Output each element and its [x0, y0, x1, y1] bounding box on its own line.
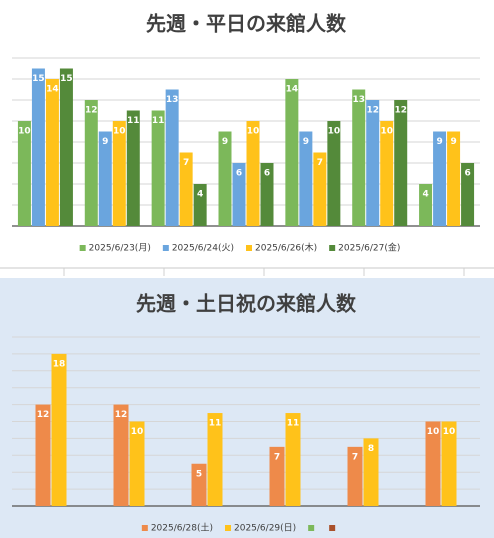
data-label: 10 [247, 127, 260, 137]
data-label: 6 [264, 169, 270, 179]
bar [425, 421, 441, 506]
bar [113, 404, 129, 506]
bar [299, 131, 313, 226]
data-label: 10 [113, 127, 126, 137]
data-label: 7 [183, 158, 189, 168]
data-label: 7 [317, 158, 323, 168]
separator-ticks [63, 268, 465, 276]
bar [366, 100, 380, 226]
data-label: 18 [53, 359, 66, 369]
data-label: 7 [352, 452, 358, 462]
legend-swatch [225, 525, 231, 531]
legend-swatch [79, 245, 86, 251]
data-label: 9 [450, 137, 456, 147]
bar [246, 121, 260, 226]
bar [269, 446, 285, 506]
bar [84, 100, 98, 226]
bar [461, 163, 475, 226]
data-label: 6 [236, 169, 242, 179]
data-label: 12 [37, 410, 50, 420]
bar [35, 404, 51, 506]
bar [31, 68, 45, 226]
bar [394, 100, 408, 226]
data-label: 10 [380, 127, 393, 137]
data-label: 10 [427, 427, 440, 437]
data-label: 14 [286, 85, 299, 95]
data-label: 10 [443, 427, 456, 437]
data-label: 6 [464, 169, 470, 179]
data-label: 10 [18, 127, 31, 137]
legend-label: 2025/6/26(木) [255, 242, 317, 254]
bar [207, 413, 223, 506]
data-label: 14 [46, 85, 59, 95]
chart-title: 先週・平日の来館人数 [146, 12, 347, 36]
bar [327, 121, 341, 226]
bar [347, 446, 363, 506]
data-label: 8 [368, 444, 374, 454]
bar [285, 413, 301, 506]
bar [151, 110, 165, 226]
bar [380, 121, 394, 226]
legend-swatch [329, 525, 336, 531]
bar [191, 463, 207, 506]
legend-swatch [308, 525, 315, 531]
data-label: 12 [394, 106, 407, 116]
bar [129, 421, 145, 506]
data-label: 7 [274, 452, 280, 462]
bar [17, 121, 31, 226]
data-label: 9 [303, 137, 309, 147]
bar [218, 131, 232, 226]
legend-label: 2025/6/27(金) [338, 242, 400, 254]
bar [363, 438, 379, 506]
data-label: 13 [352, 95, 365, 105]
data-label: 15 [60, 74, 73, 84]
bar [352, 89, 366, 226]
data-label: 10 [131, 427, 144, 437]
bar [232, 163, 246, 226]
bar [447, 131, 461, 226]
legend-label: 2025/6/28(土) [151, 522, 213, 534]
bar [59, 68, 73, 226]
data-label: 4 [422, 190, 428, 200]
legend-label: 2025/6/29(日) [234, 523, 296, 534]
legend-label: 2025/6/24(火) [172, 243, 234, 254]
bar [165, 89, 179, 226]
bar [126, 110, 140, 226]
chart-title: 先週・土日祝の来館人数 [136, 292, 357, 316]
legend-swatch [246, 245, 252, 251]
bar [441, 421, 457, 506]
bar [313, 152, 327, 226]
bar [419, 184, 433, 226]
data-label: 12 [85, 106, 98, 116]
bottom-panel [0, 278, 494, 538]
bar [433, 131, 447, 226]
data-label: 15 [32, 74, 45, 84]
data-label: 9 [222, 137, 228, 147]
data-label: 4 [197, 190, 203, 200]
bar [260, 163, 274, 226]
legend-swatch [162, 245, 169, 251]
data-label: 9 [436, 137, 442, 147]
bar [112, 121, 126, 226]
legend-swatch [141, 525, 148, 531]
legend-swatch [329, 245, 336, 251]
data-label: 12 [115, 410, 128, 420]
legend-label: 2025/6/23(月) [89, 243, 151, 254]
data-label: 12 [366, 106, 379, 116]
bar [45, 79, 59, 226]
data-label: 11 [127, 116, 140, 126]
data-label: 5 [196, 469, 202, 479]
bar [285, 79, 299, 226]
data-label: 9 [102, 137, 108, 147]
data-label: 13 [166, 95, 179, 105]
bar [51, 353, 67, 506]
data-label: 11 [287, 419, 300, 429]
bar [193, 184, 207, 226]
data-label: 11 [209, 419, 222, 429]
bar [98, 131, 112, 226]
data-label: 10 [328, 127, 341, 137]
bar [179, 152, 193, 226]
data-label: 11 [152, 116, 165, 126]
